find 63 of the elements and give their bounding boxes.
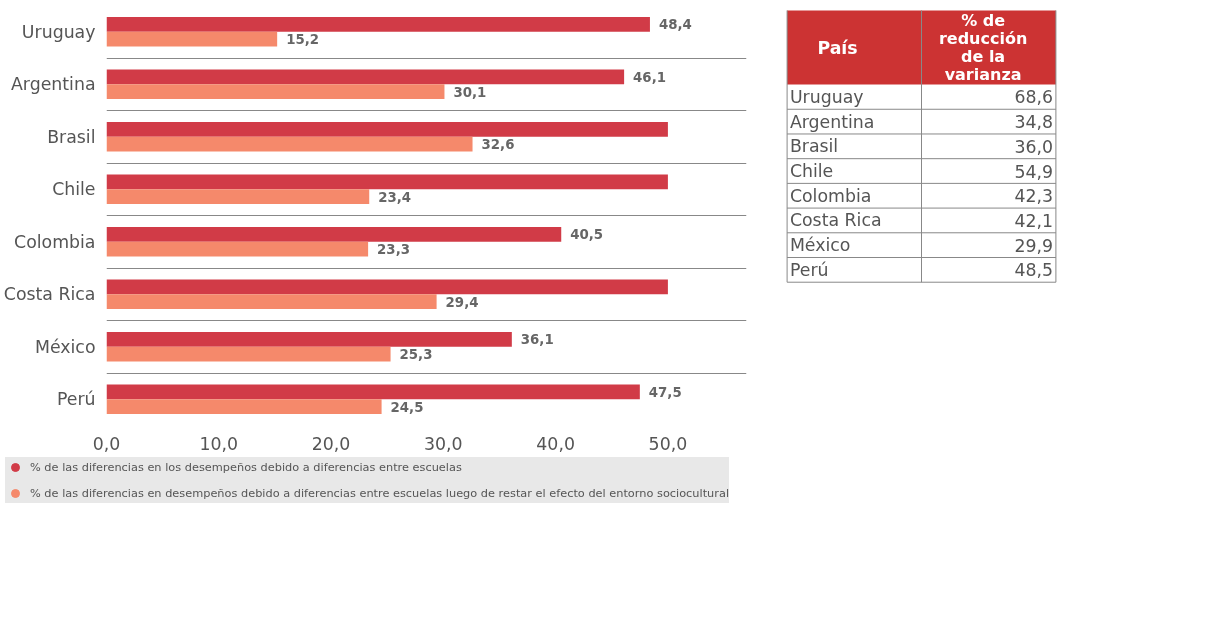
data-label: 23,3 — [377, 242, 410, 258]
x-tick-label: 50,0 — [648, 433, 688, 454]
y-tick-label: Brasil — [47, 126, 96, 147]
bar — [106, 174, 668, 190]
category-label: Costa Rica — [789, 210, 882, 231]
text: 42,3 — [1014, 186, 1054, 207]
category-label: Chile — [789, 161, 834, 182]
x-tick-label: 40,0 — [536, 433, 575, 454]
data-label: 30,1 — [453, 84, 487, 100]
category-label: Uruguay — [789, 86, 864, 107]
data-label: 29,4 — [445, 294, 479, 310]
y-tick-label: Perú — [56, 389, 96, 410]
category-label: México — [789, 235, 851, 256]
bar — [106, 294, 437, 309]
bar — [106, 84, 445, 99]
bar — [106, 279, 668, 295]
bar — [106, 241, 369, 257]
legend-label: % de las diferencias en los desempeños debido a diferencias entre escuelas — [30, 460, 462, 474]
x-tick-label: 30,0 — [424, 433, 463, 454]
text: 29,9 — [1014, 235, 1054, 256]
text: % de reducción de la varianza — [938, 10, 1028, 85]
bar — [106, 346, 391, 362]
data-label: 46,1 — [633, 69, 666, 85]
bar — [106, 136, 473, 152]
y-tick-label: Chile — [52, 179, 96, 200]
data-label: 36,1 — [520, 332, 554, 348]
data-label: 23,4 — [378, 189, 412, 205]
data-label: 24,5 — [390, 399, 424, 415]
bar — [106, 31, 278, 47]
x-tick-label: 0,0 — [92, 433, 121, 454]
bar — [106, 227, 562, 242]
x-tick-label: 10,0 — [199, 433, 239, 454]
data-label: 48,4 — [658, 17, 692, 33]
data-label: 40,5 — [570, 227, 604, 243]
text: 42,1 — [1014, 210, 1054, 231]
text: País — [817, 37, 858, 58]
y-tick-label: Colombia — [14, 231, 96, 252]
data-label: 32,6 — [481, 137, 515, 153]
category-label: Argentina — [789, 111, 875, 132]
category-label: Colombia — [789, 185, 872, 206]
data-label: 47,5 — [648, 384, 682, 400]
bar — [106, 384, 640, 400]
bar — [106, 332, 512, 347]
y-tick-label: México — [35, 336, 96, 357]
bar — [106, 189, 370, 204]
legend-label: % de las diferencias en desempeños debido a diferencias entre escuelas luego de restar el efecto del entorno sociocultural — [30, 486, 730, 500]
category-label: Perú — [789, 259, 829, 280]
text: 68,6 — [1014, 87, 1054, 108]
bar — [106, 399, 382, 414]
bar — [106, 17, 650, 32]
bar — [106, 69, 625, 85]
data-label: 25,3 — [399, 347, 433, 363]
text: 54,9 — [1014, 161, 1054, 182]
text: 48,5 — [1014, 260, 1054, 281]
x-tick-label: 20,0 — [311, 433, 351, 454]
category-label: Brasil — [789, 136, 839, 157]
y-tick-label: Costa Rica — [3, 284, 96, 305]
y-tick-label: Uruguay — [21, 21, 96, 42]
data-label: 15,2 — [286, 32, 320, 48]
y-tick-label: Argentina — [10, 74, 96, 95]
bar — [106, 122, 668, 137]
text: 34,8 — [1014, 112, 1054, 133]
text: 36,0 — [1014, 136, 1054, 157]
